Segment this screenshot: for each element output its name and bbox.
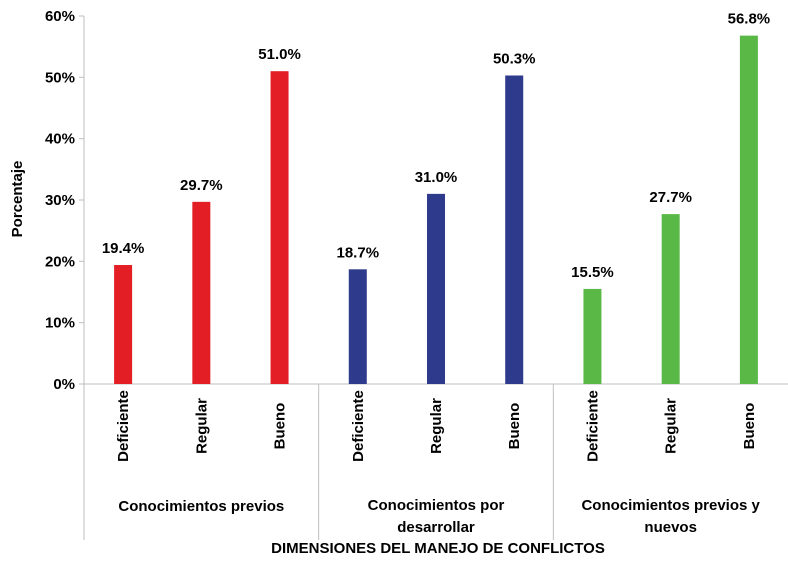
y-tick-label: 30% [45,192,75,209]
category-label: Deficiente [115,390,132,462]
bar [739,35,758,384]
x-axis-title: DIMENSIONES DEL MANEJO DE CONFLICTOS [271,540,605,557]
y-tick-label: 60% [45,8,75,25]
group-label: nuevos [644,519,697,536]
category-label: Bueno [741,403,758,450]
bar [270,71,289,384]
data-label: 27.7% [649,189,692,206]
group-label: Conocimientos por [368,497,505,514]
y-tick-label: 10% [45,315,75,332]
y-tick-label: 20% [45,253,75,270]
data-label: 50.3% [493,50,536,67]
bar [192,201,211,384]
category-label: Bueno [272,403,289,450]
data-label: 56.8% [728,11,771,28]
category-label: Bueno [506,403,523,450]
data-label: 51.0% [258,46,301,63]
bar [661,214,680,384]
bar [583,288,602,384]
y-tick-label: 50% [45,69,75,86]
bar [114,265,133,384]
data-label: 15.5% [571,264,614,281]
bar [348,269,367,384]
category-label: Regular [193,398,210,454]
category-label: Regular [663,398,680,454]
labels: 19.4% Deficiente 29.7% Regular 51.0% Bueno Con… [102,11,770,536]
y-tick-label: 40% [45,131,75,148]
group-label: Conocimientos previos y [581,497,760,514]
data-label: 31.0% [415,169,458,186]
category-label: Deficiente [584,390,601,462]
data-label: 19.4% [102,240,145,257]
category-label: Deficiente [350,390,367,462]
y-axis-title: Porcentaje [9,161,26,238]
group-label: Conocimientos previos [118,498,284,515]
bar [427,193,445,384]
data-label: 29.7% [180,177,223,194]
data-label: 18.7% [337,244,380,261]
y-tick-label: 0% [53,376,75,393]
bar [505,75,524,384]
bars [114,35,758,384]
category-label: Regular [428,398,445,454]
group-label: desarrollar [397,519,475,536]
